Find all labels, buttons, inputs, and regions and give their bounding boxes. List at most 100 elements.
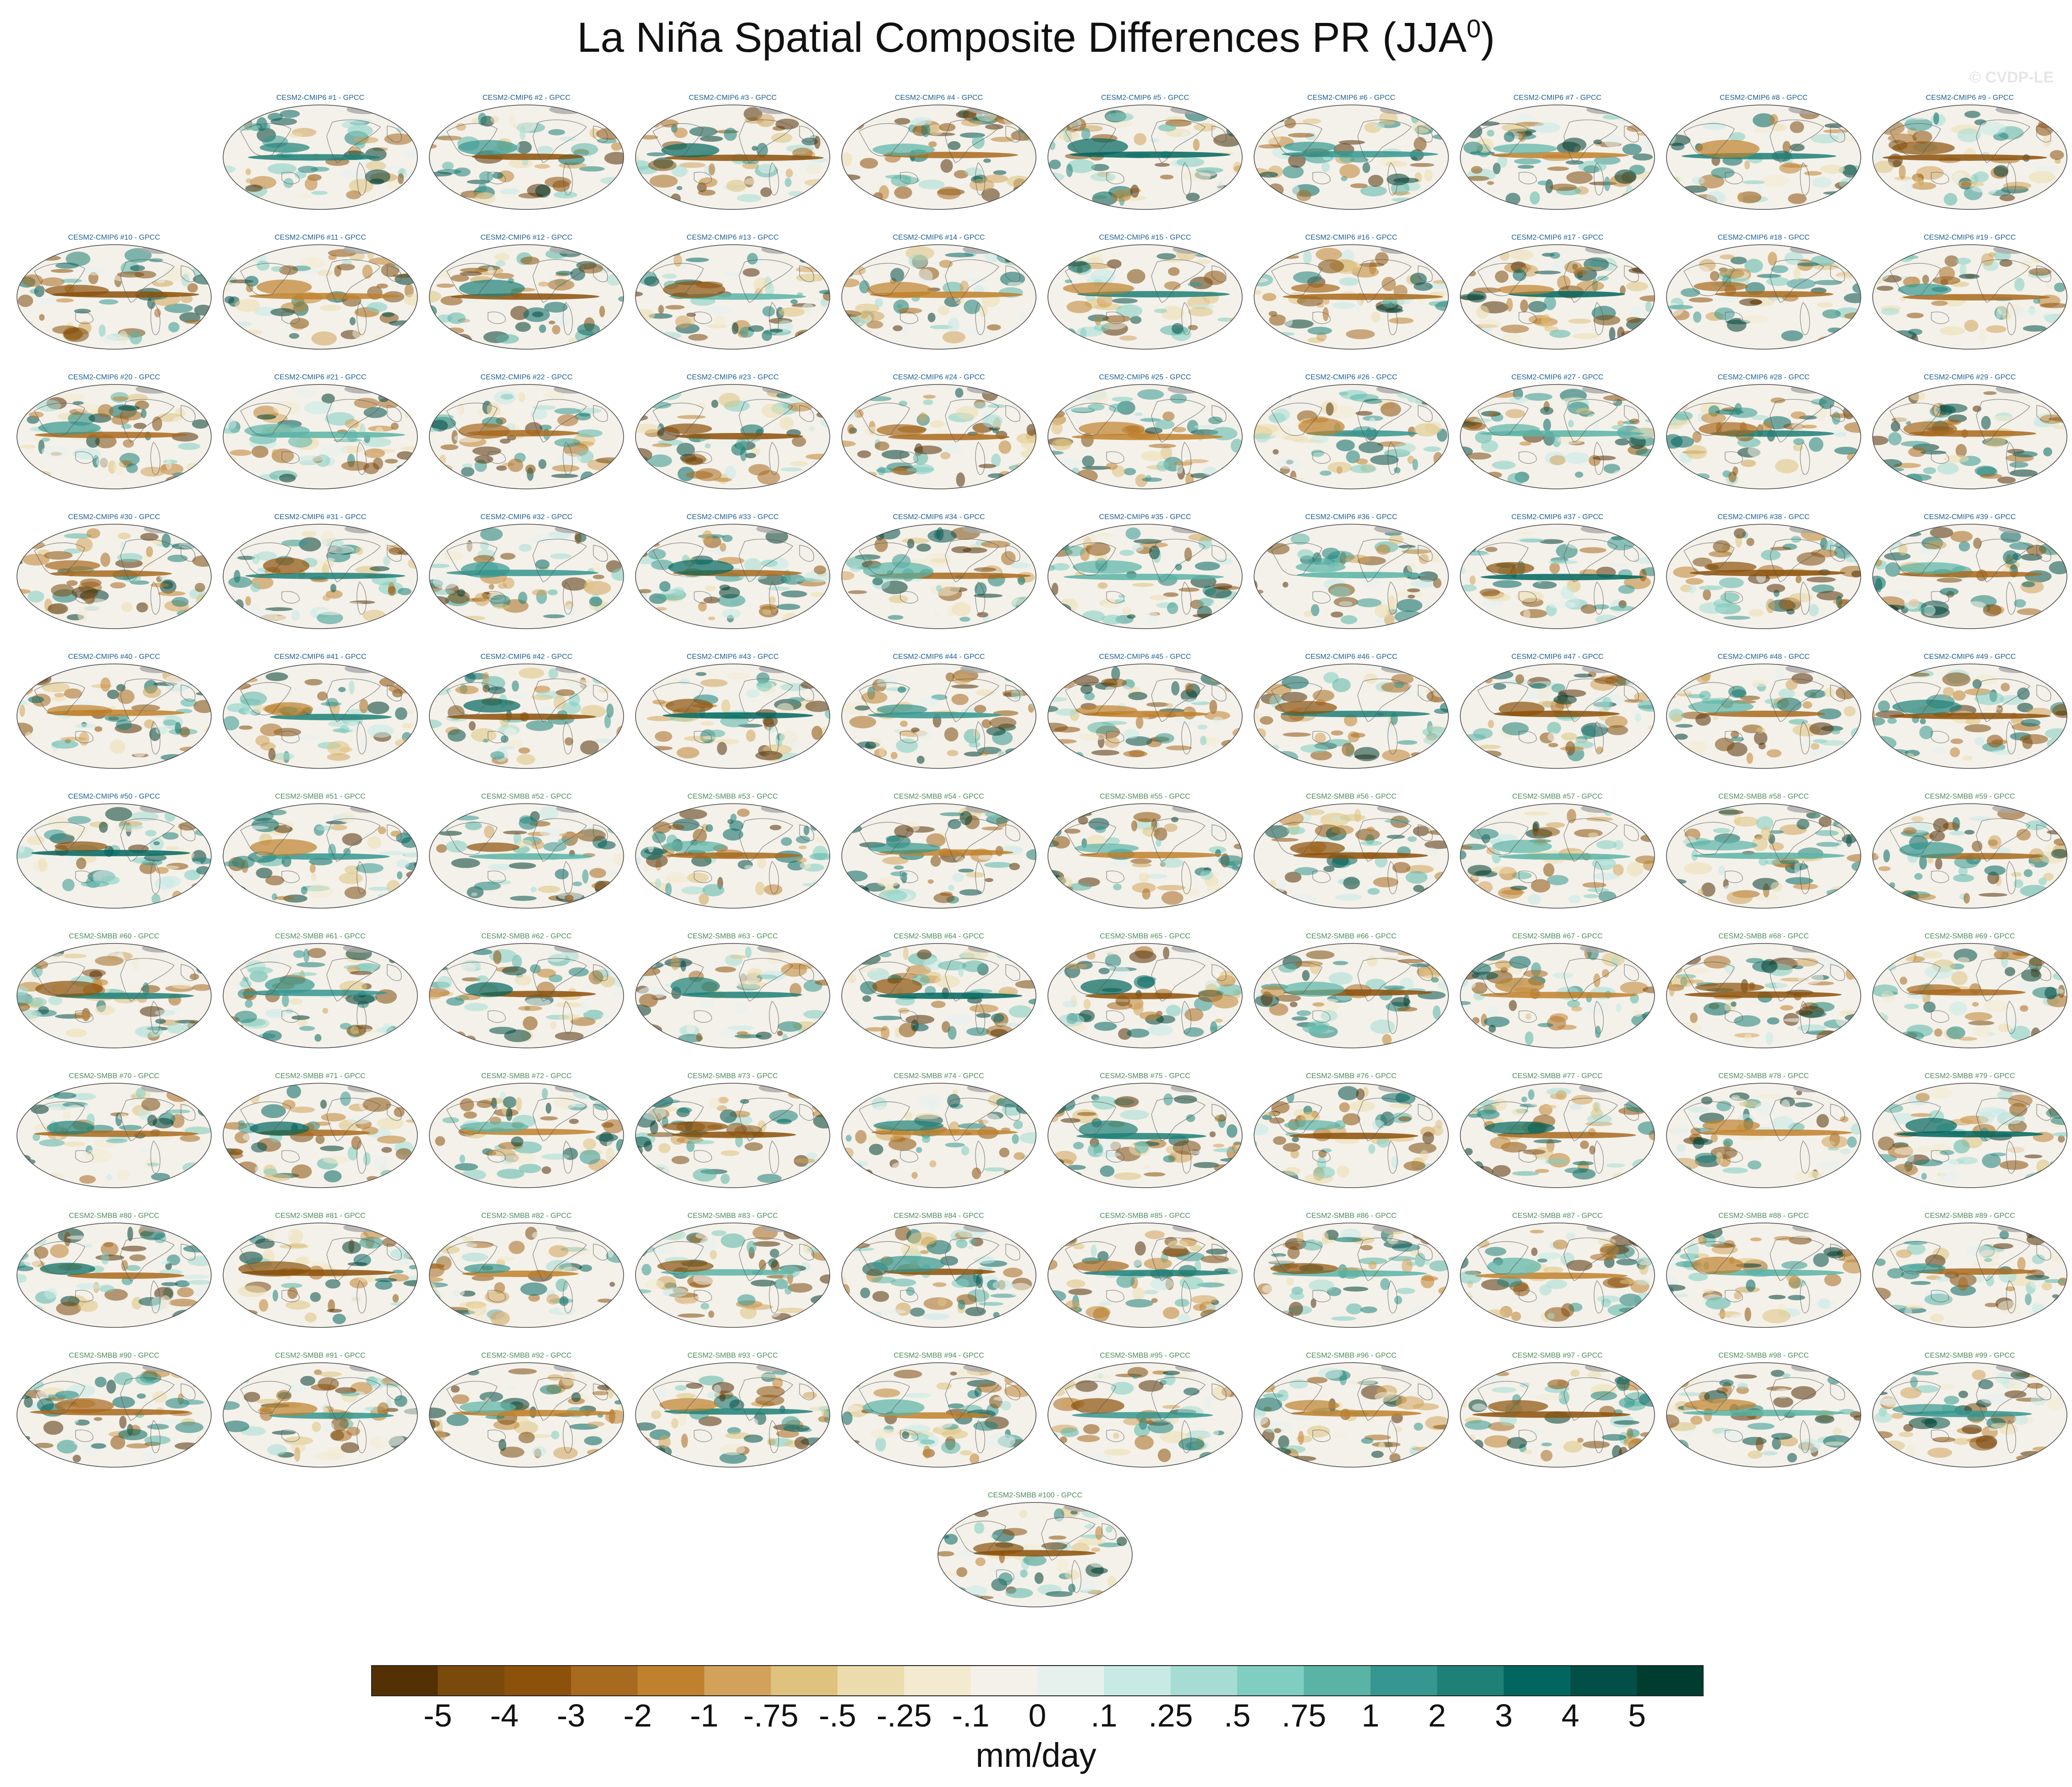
precip-anomaly-blob (172, 472, 191, 478)
map-border (635, 803, 830, 909)
precip-anomaly-blob (1290, 533, 1310, 545)
map-panel: CESM2-CMIP6 #27 - GPCC (1455, 373, 1660, 497)
coastline (1976, 119, 2030, 163)
precip-anomaly-blob (1368, 175, 1384, 187)
precip-anomaly-blob (744, 865, 754, 870)
precip-anomaly-blob (263, 123, 270, 130)
precip-anomaly-blob (396, 747, 414, 755)
precip-anomaly-blob (539, 806, 559, 820)
coastline (1211, 405, 1227, 422)
precip-anomaly-blob (1715, 737, 1735, 751)
precip-anomaly-blob (465, 821, 482, 830)
precip-anomaly-blob (1216, 332, 1236, 339)
precip-anomaly-blob (2052, 704, 2067, 718)
precip-anomaly-blob (1054, 886, 1069, 900)
precip-anomaly-blob (866, 320, 883, 329)
precip-anomaly-blob (1272, 395, 1281, 402)
precip-anomaly-blob (368, 257, 397, 265)
precip-anomaly-blob (1160, 175, 1174, 180)
precip-anomaly-blob (172, 1007, 183, 1013)
precip-anomaly-blob (1901, 441, 1929, 447)
precip-anomaly-blob (1370, 455, 1399, 465)
equatorial-band (1692, 852, 1845, 859)
precip-anomaly-blob (998, 872, 1018, 885)
precip-anomaly-blob (602, 466, 624, 474)
precip-anomaly-blob (532, 589, 548, 596)
global-map (223, 803, 418, 909)
map-border (1460, 384, 1655, 489)
precip-anomaly-blob (429, 564, 450, 568)
masked-land (1380, 245, 1417, 254)
precip-anomaly-blob (1204, 270, 1226, 285)
precip-anomaly-blob (499, 439, 511, 444)
precip-anomaly-blob (744, 178, 756, 185)
west-pacific-anomaly (1290, 841, 1345, 855)
coastline (387, 265, 402, 282)
precip-anomaly-blob (1438, 251, 1448, 264)
precip-anomaly-blob (1933, 112, 1940, 125)
precip-anomaly-blob (2014, 599, 2026, 608)
precip-anomaly-blob (1685, 578, 1704, 585)
west-pacific-anomaly (1291, 283, 1340, 293)
precip-anomaly-blob (685, 258, 709, 263)
precip-anomaly-blob (1922, 274, 1929, 285)
precip-anomaly-blob (433, 576, 459, 589)
precip-anomaly-blob (1753, 113, 1775, 127)
precip-anomaly-blob (637, 190, 645, 197)
precip-anomaly-blob (1968, 816, 1990, 821)
precip-anomaly-blob (1435, 301, 1448, 312)
precip-anomaly-blob (959, 616, 970, 622)
map-panel: CESM2-CMIP6 #24 - GPCC (836, 373, 1041, 497)
precip-anomaly-blob (1505, 409, 1525, 418)
precip-anomaly-blob (1019, 311, 1026, 321)
precip-anomaly-blob (1550, 183, 1577, 191)
precip-anomaly-blob (1904, 118, 1933, 131)
precip-anomaly-blob (96, 456, 109, 468)
map-panel: CESM2-CMIP6 #16 - GPCC (1249, 234, 1454, 357)
precip-anomaly-blob (1851, 570, 1861, 578)
precip-anomaly-blob (1219, 474, 1228, 482)
map-border (1872, 104, 2067, 210)
precip-anomaly-blob (943, 281, 964, 294)
precip-anomaly-blob (818, 475, 830, 486)
precip-anomaly-blob (1356, 458, 1368, 465)
equatorial-band (50, 570, 172, 577)
precip-anomaly-blob (637, 589, 652, 593)
precip-anomaly-blob (1387, 595, 1395, 610)
precip-anomaly-blob (802, 883, 830, 887)
coastline (387, 405, 402, 422)
precip-anomaly-blob (1961, 181, 1971, 187)
coastline (769, 721, 779, 755)
precip-anomaly-blob (1219, 389, 1239, 399)
precip-anomaly-blob (1312, 690, 1335, 702)
precip-anomaly-blob (25, 886, 43, 895)
precip-anomaly-blob (17, 389, 23, 399)
precip-anomaly-blob (1814, 406, 1827, 420)
precip-anomaly-blob (942, 331, 966, 344)
precip-anomaly-blob (649, 175, 678, 188)
masked-land (1380, 105, 1417, 114)
precip-anomaly-blob (575, 531, 581, 544)
precip-anomaly-blob (1268, 311, 1277, 317)
precip-anomaly-blob (565, 737, 574, 746)
precip-anomaly-blob (94, 726, 103, 732)
precip-anomaly-blob (764, 884, 783, 895)
precip-anomaly-blob (1392, 862, 1411, 873)
precip-anomaly-blob (857, 450, 871, 458)
precip-anomaly-blob (339, 811, 356, 823)
precip-anomaly-blob (431, 159, 442, 164)
precip-anomaly-blob (2044, 390, 2057, 403)
precip-anomaly-blob (1573, 674, 1592, 678)
precip-anomaly-blob (500, 553, 515, 560)
coastline (593, 126, 608, 143)
precip-anomaly-blob (1146, 702, 1169, 707)
precip-anomaly-blob (232, 855, 255, 869)
global-map (1666, 803, 1861, 909)
map-border (1666, 524, 1861, 629)
precip-anomaly-blob (1982, 186, 1996, 195)
precip-anomaly-blob (265, 954, 280, 964)
precip-anomaly-blob (1172, 427, 1186, 433)
precip-anomaly-blob (668, 824, 685, 830)
precip-anomaly-blob (1903, 827, 1917, 835)
precip-anomaly-blob (1623, 421, 1636, 425)
